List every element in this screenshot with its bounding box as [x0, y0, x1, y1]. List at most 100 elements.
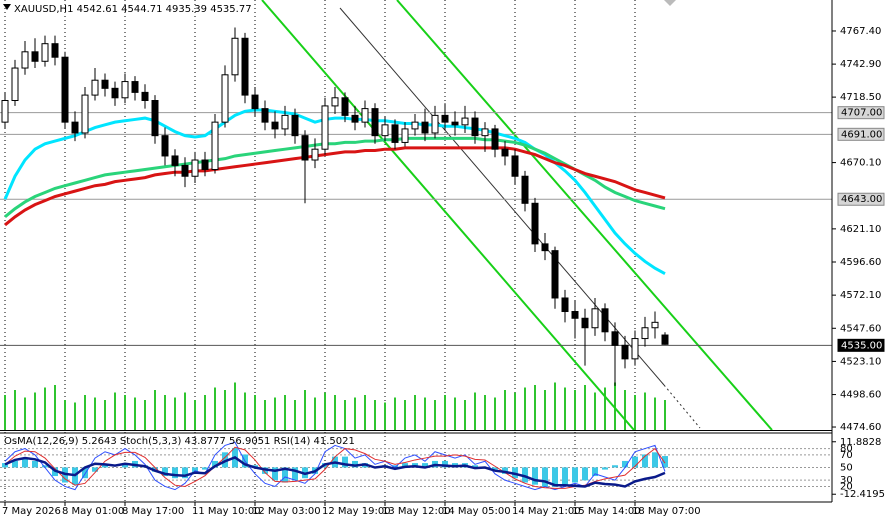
candle-body: [211, 121, 219, 170]
osma-bar: [562, 467, 568, 485]
candle-body: [581, 317, 589, 329]
candle-body: [511, 155, 519, 177]
x-tick-label: 7 May 2026: [2, 506, 61, 517]
candle-body: [301, 135, 309, 161]
channel-line: [261, 0, 635, 430]
candle-body: [351, 114, 359, 123]
osma-bar: [442, 460, 448, 468]
candle-body: [51, 43, 59, 58]
candle-body: [121, 81, 129, 99]
osma-bar: [172, 467, 178, 479]
candle-body: [551, 250, 559, 299]
candle-body: [171, 155, 179, 166]
candle-body: [361, 108, 369, 123]
osma-bar: [472, 465, 478, 468]
candle-body: [41, 43, 49, 62]
level-label: 4643.00: [841, 194, 882, 205]
osma-bar: [32, 460, 38, 468]
osma-bar: [162, 467, 168, 477]
osma-bar: [182, 467, 188, 479]
price-panel: [0, 27, 836, 428]
osma-bar: [492, 467, 498, 470]
x-tick-label: 8 May 01:00: [62, 506, 124, 517]
osma-bar: [532, 467, 538, 485]
candle-body: [231, 37, 239, 76]
candle-body: [111, 87, 119, 99]
candle-body: [401, 128, 409, 143]
candle-body: [241, 37, 249, 96]
osma-bar: [652, 452, 658, 468]
candle-body: [561, 297, 569, 313]
indicator-line: [4, 456, 666, 488]
y2-tick-label: 20: [840, 481, 853, 492]
osma-bar: [522, 467, 528, 483]
candle-body: [501, 148, 509, 157]
candle-body: [381, 124, 389, 137]
candle-body: [11, 67, 19, 102]
y-tick-label: -12.4195: [840, 489, 885, 500]
candle-body: [491, 128, 499, 150]
candle-body: [21, 51, 29, 69]
indicator-panel: [0, 441, 836, 495]
moving-average: [4, 146, 666, 227]
osma-bar: [642, 454, 648, 468]
x-tick-label: 14 May 05:00: [442, 506, 511, 517]
osma-bar: [612, 465, 618, 468]
osma-bar: [632, 456, 638, 468]
candle-body: [161, 135, 169, 157]
candle-body: [461, 117, 469, 126]
x-tick-label: 13 May 12:00: [382, 506, 451, 517]
y-tick-label: 4767.40: [840, 26, 881, 37]
level-label-box: [837, 106, 885, 120]
candle-body: [191, 159, 199, 177]
y-tick-label: 4523.10: [840, 356, 881, 367]
symbol-icon: [3, 4, 11, 10]
level-label: 4691.00: [841, 129, 882, 140]
osma-bar: [422, 463, 428, 468]
candle-body: [591, 308, 599, 329]
level-label-box: [837, 192, 885, 206]
osma-bar: [662, 456, 668, 468]
osma-bar: [122, 463, 128, 468]
x-tick-label: 14 May 21:00: [512, 506, 581, 517]
x-tick-label: 8 May 17:00: [122, 506, 184, 517]
candle-body: [641, 327, 649, 340]
osma-bar: [552, 467, 558, 487]
candle-body: [311, 148, 319, 161]
osma-bar: [82, 467, 88, 479]
level-label-box: [837, 338, 885, 352]
channel: [261, 0, 773, 430]
candle-body: [341, 97, 349, 116]
y2-tick-label: 30: [840, 475, 853, 486]
candle-body: [221, 74, 229, 123]
candle-body: [421, 121, 429, 134]
y-tick-label: 4670.10: [840, 158, 881, 169]
osma-bar: [282, 467, 288, 483]
osma-bar: [42, 465, 48, 468]
osma-bar: [402, 463, 408, 468]
level-label: 4707.00: [841, 108, 882, 119]
candle-body: [431, 114, 439, 134]
y2-tick-label: 70: [840, 450, 853, 461]
osma-bar: [92, 467, 98, 472]
moving-average: [4, 136, 666, 218]
candle-body: [321, 105, 329, 150]
x-tick-label: 12 May 19:00: [322, 506, 391, 517]
level-label-box: [837, 127, 885, 141]
candle-body: [141, 91, 149, 102]
candle-body: [571, 311, 579, 319]
candle-body: [201, 159, 209, 170]
chart-header: XAUUSD,H1 4542.61 4544.71 4935.39 4535.7…: [14, 4, 252, 15]
candle-body: [281, 114, 289, 130]
candle-body: [1, 100, 9, 123]
candle-body: [611, 331, 619, 346]
candle-body: [261, 108, 269, 123]
y-tick-label: 4474.60: [840, 422, 881, 433]
trend-line: [339, 7, 665, 386]
osma-bar: [392, 465, 398, 468]
candle-body: [631, 338, 639, 360]
candle-body: [31, 51, 39, 62]
candle-body: [61, 56, 69, 123]
osma-bar: [202, 467, 208, 470]
